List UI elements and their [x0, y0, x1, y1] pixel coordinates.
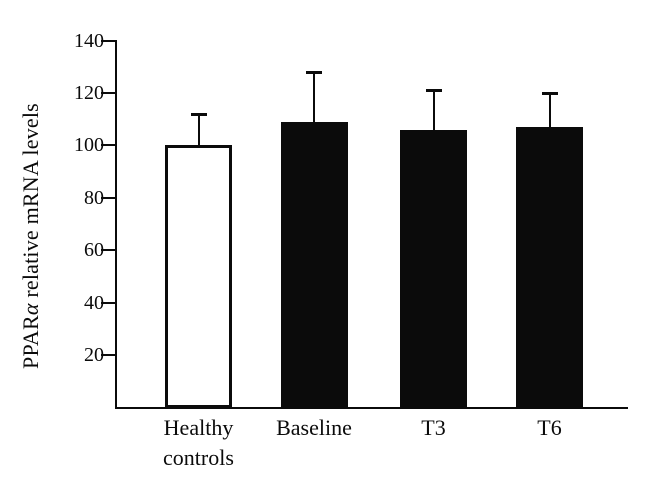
y-tick-label: 40: [84, 291, 104, 314]
x-tick-label-baseline: Baseline: [276, 415, 352, 440]
error-bar-cap-t6: [541, 91, 558, 95]
x-tick-label-t6: T6: [537, 415, 562, 440]
y-axis-tick: [101, 91, 115, 94]
bar-t3: [400, 129, 467, 409]
y-axis-tick: [101, 249, 115, 252]
y-axis-line: [115, 39, 117, 409]
y-tick-label: 100: [74, 134, 104, 157]
y-axis-title: PPARα relative mRNA levels: [18, 103, 44, 369]
error-bar-cap-healthy-controls: [190, 112, 207, 116]
error-bar-stem-healthy-controls: [197, 113, 200, 146]
y-axis-title-prefix: PPAR: [18, 315, 43, 369]
y-tick-label: 60: [84, 239, 104, 262]
y-axis-tick: [101, 39, 115, 42]
y-axis-title-rest: relative mRNA levels: [18, 103, 43, 304]
error-bar-stem-t3: [432, 90, 435, 130]
error-bar-stem-baseline: [313, 71, 315, 122]
error-bar-stem-t6: [548, 92, 551, 127]
bar-baseline: [280, 121, 348, 409]
y-axis-tick: [101, 354, 115, 357]
y-axis-tick: [101, 301, 115, 304]
bar-healthy-controls: [165, 145, 232, 409]
y-axis-tick: [101, 144, 115, 147]
x-tick-label-healthy-controls: Healthy controls: [163, 415, 234, 470]
y-tick-label: 140: [74, 29, 104, 52]
error-bar-cap-baseline: [306, 70, 322, 74]
y-tick-label: 80: [84, 186, 104, 209]
y-tick-label: 120: [74, 81, 104, 104]
y-axis-tick: [101, 196, 115, 199]
error-bar-cap-t3: [425, 89, 442, 93]
bar-t6: [516, 127, 583, 409]
x-tick-label-t3: T3: [421, 415, 446, 440]
y-tick-label: 20: [84, 344, 104, 367]
x-axis-line: [115, 406, 628, 409]
alpha-symbol: α: [18, 303, 43, 316]
